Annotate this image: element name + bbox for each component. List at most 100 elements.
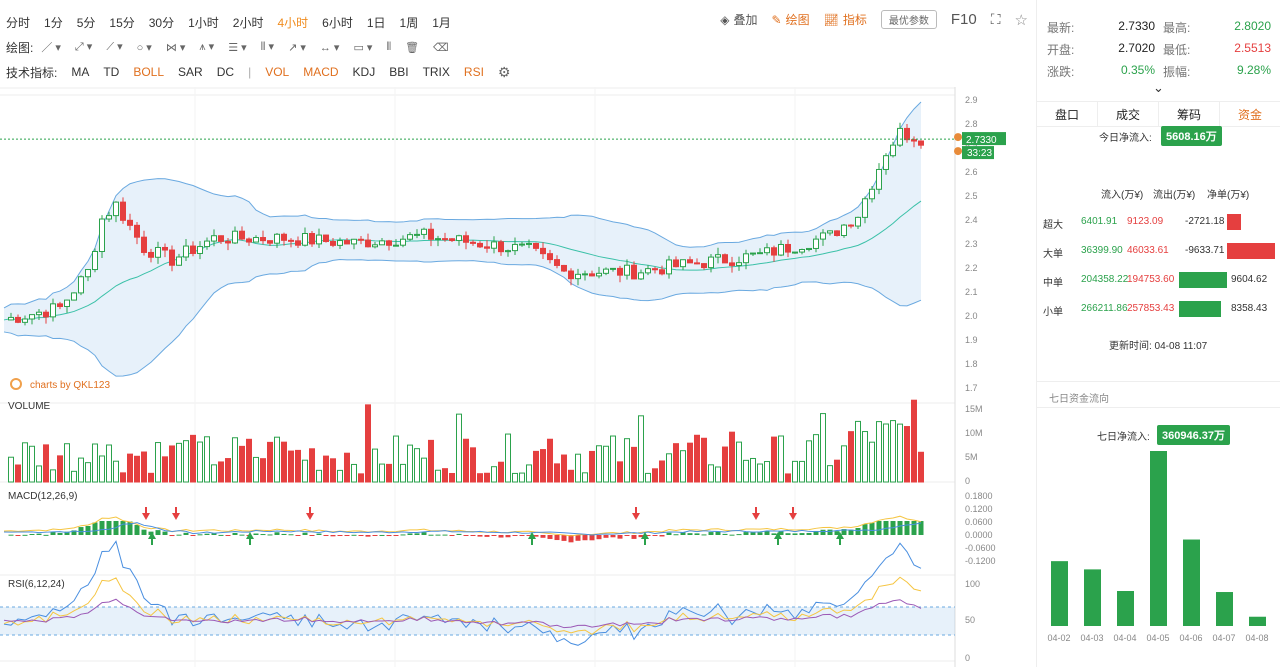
note-tool-icon[interactable]: ▭ ▾ [353, 41, 373, 54]
low-label: 最低: [1163, 42, 1191, 57]
flow-row: 大单 36399.90 46033.61 -9633.71 [1037, 243, 1280, 260]
indicator-rsi[interactable]: RSI [463, 65, 484, 79]
overlay-button[interactable]: ◈ 叠加 [720, 12, 758, 28]
pattern-tool-icon[interactable]: ⋈ ▾ [165, 41, 186, 54]
open-value: 2.7020 [1118, 40, 1155, 55]
macd-tick: 0.1800 [965, 491, 993, 501]
indicator-kdj[interactable]: KDJ [352, 65, 376, 79]
rsi-tick: 50 [965, 615, 975, 625]
macd-tick: 0.0000 [965, 530, 993, 540]
countdown-tag: 33:23 [967, 148, 992, 159]
circle-tool-icon[interactable]: ○ ▾ [136, 41, 152, 54]
indicator-macd[interactable]: MACD [303, 65, 339, 79]
line-tool-icon[interactable]: ／ ▾ [41, 42, 61, 54]
macd-tick: -0.1200 [965, 556, 996, 566]
pen-icon: ✎ [771, 12, 782, 27]
period-9[interactable]: 1日 [366, 15, 386, 30]
update-time: 更新时间: 04-08 11:07 [1109, 341, 1208, 352]
settings-icon[interactable]: ⚙ [497, 63, 511, 80]
draw-label: 绘图: [6, 40, 34, 55]
arrow-tool-icon[interactable]: ↗ ▾ [288, 41, 306, 54]
period-6[interactable]: 2小时 [232, 15, 264, 30]
tab-1[interactable]: 成交 [1098, 102, 1159, 126]
period-7[interactable]: 4小时 [277, 15, 309, 30]
rsi-title: RSI(6,12,24) [8, 579, 65, 590]
eraser-icon[interactable]: ⌫ [433, 41, 449, 54]
measure-tool-icon[interactable]: ⫴ [386, 40, 392, 53]
seven-day-bar-chart: 04-02 04-03 04-04 04-05 04-06 04-07 04-08 [1047, 451, 1269, 643]
gann-tool-icon[interactable]: ⦀ ▾ [260, 41, 275, 53]
indicator-boll[interactable]: BOLL [133, 65, 165, 79]
range-tool-icon[interactable]: ↔ ▾ [319, 41, 340, 54]
bar-label: 04-03 [1080, 633, 1103, 643]
rsi-tick: 100 [965, 579, 980, 589]
bar-04-05 [1150, 451, 1167, 626]
indicator-sar[interactable]: SAR [178, 65, 203, 79]
fullscreen-icon[interactable]: ⛶ [990, 11, 1001, 27]
bar-04-02 [1051, 561, 1068, 626]
volume-tick: 5M [965, 452, 978, 462]
seven-day-title: 七日资金流向 [1049, 394, 1109, 405]
indicator-ma[interactable]: MA [71, 65, 90, 79]
latest-label: 最新: [1047, 20, 1075, 35]
change-label: 涨跌: [1047, 64, 1075, 79]
delete-icon[interactable]: 🗑︎ [405, 41, 420, 54]
indicator-button[interactable]: 📈︎ 指标 [823, 12, 867, 28]
f10-button[interactable]: F10 [950, 11, 977, 28]
indicator-separator: | [248, 65, 252, 79]
bar-04-04 [1117, 591, 1134, 626]
star-icon[interactable]: ☆ [1014, 11, 1028, 29]
wave-tool-icon[interactable]: ⩚ ▾ [199, 41, 215, 53]
chart-toolbar: ◈ 叠加 ✎ 绘图 📈︎ 指标 最优参数 F10 ⛶ ☆ [720, 10, 1028, 29]
indicator-bbi[interactable]: BBI [389, 65, 409, 79]
candlestick-chart[interactable]: 2.92.82.72.62.52.42.32.22.12.01.91.81.72… [0, 87, 1036, 667]
price-tick: 2.9 [965, 95, 978, 105]
indicator-td[interactable]: TD [103, 65, 120, 79]
bar-label: 04-06 [1179, 633, 1202, 643]
bar-04-03 [1084, 569, 1101, 626]
chart-area: 分时 1分 5分 15分 30分 1小时 2小时 4小时 6小时 1日 1周 1月 ◈ 叠加 ✎ 绘图 📈… [0, 10, 1036, 667]
volume-tick: 15M [965, 404, 983, 414]
period-4[interactable]: 30分 [148, 15, 175, 30]
indicator-selector: 技术指标: MA TD BOLL SAR DC | VOL MACD KDJ BBI TRIX RSI… [6, 60, 510, 84]
tab-2[interactable]: 筹码 [1159, 102, 1220, 126]
last-price-tag: 2.7330 [966, 135, 997, 146]
today-flow-badge: 5608.16万 [1161, 126, 1222, 146]
net-bar [1227, 214, 1241, 230]
indicator-vol[interactable]: VOL [265, 65, 290, 79]
net-bar [1179, 301, 1221, 317]
volume-tick: 0 [965, 476, 970, 486]
period-10[interactable]: 1周 [399, 15, 419, 30]
indicator-label: 技术指标: [6, 65, 58, 80]
bar-label: 04-05 [1146, 633, 1169, 643]
tab-3[interactable]: 资金 [1220, 102, 1280, 126]
indicator-trix[interactable]: TRIX [422, 65, 450, 79]
indicator-dc[interactable]: DC [216, 65, 235, 79]
tab-0[interactable]: 盘口 [1037, 102, 1098, 126]
draw-button[interactable]: ✎ 绘图 [771, 12, 810, 28]
rsi-tick: 0 [965, 653, 970, 663]
period-3[interactable]: 15分 [109, 15, 135, 30]
macd-tick: -0.0600 [965, 543, 996, 553]
drawing-tools: 绘图: ／ ▾ ⤢ ▾ ⟋ ▾ ○ ▾ ⋈ ▾ ⩚ ▾ ☰ ▾ ⦀ ▾ ↗ ▾ … [6, 35, 463, 59]
ray-tool-icon[interactable]: ⤢ ▾ [74, 41, 93, 53]
period-5[interactable]: 1小时 [188, 15, 219, 30]
flow-row: 超大 6401.91 9123.09 -2721.18 [1037, 214, 1280, 231]
best-params-button[interactable]: 最优参数 [880, 10, 937, 29]
period-2[interactable]: 5分 [76, 15, 96, 30]
high-label: 最高: [1163, 20, 1191, 35]
price-tick: 2.4 [965, 215, 978, 225]
price-tick: 2.2 [965, 263, 978, 273]
period-1[interactable]: 1分 [44, 15, 63, 30]
channel-tool-icon[interactable]: ⟋ ▾ [106, 41, 123, 53]
period-0[interactable]: 分时 [6, 15, 31, 30]
price-tick: 2.8 [965, 119, 978, 129]
price-tick: 2.6 [965, 167, 978, 177]
chevron-down-icon[interactable]: ⌄ [1153, 80, 1164, 95]
period-8[interactable]: 6小时 [322, 15, 353, 30]
quote-stats: 最新: 2.7330 最高: 2.8020 开盘: 2.7020 最低: 2.5513 … [1047, 16, 1271, 82]
period-11[interactable]: 1月 [432, 15, 451, 30]
price-tick: 2.1 [965, 287, 978, 297]
side-panel: 最新: 2.7330 最高: 2.8020 开盘: 2.7020 最低: 2.5513 … [1036, 0, 1280, 667]
fib-tool-icon[interactable]: ☰ ▾ [228, 41, 247, 54]
